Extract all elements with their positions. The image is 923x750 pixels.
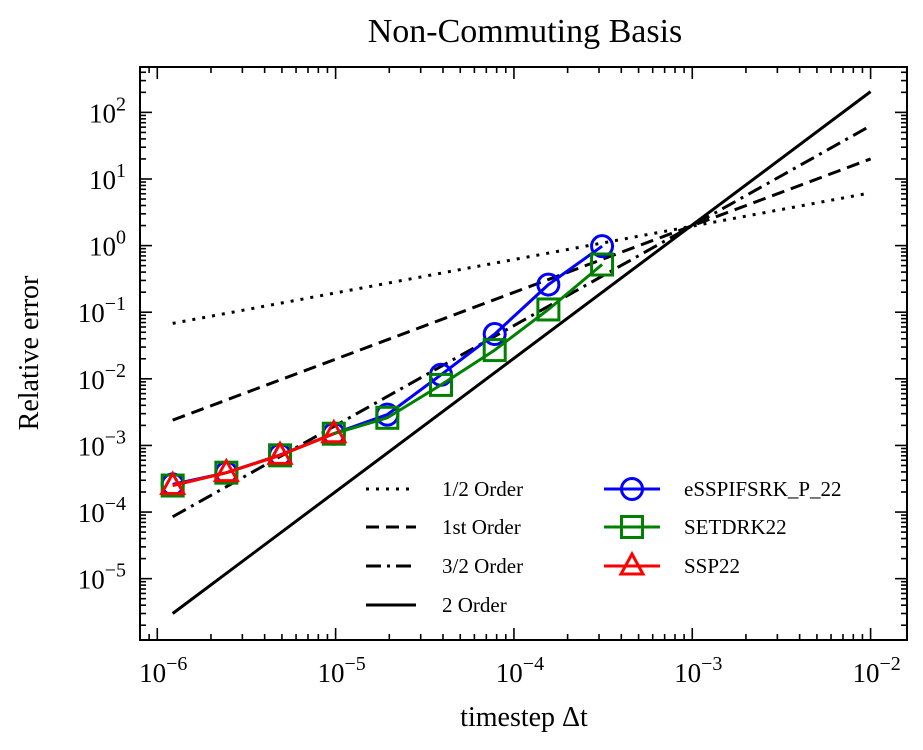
y-tick-label: 102 — [89, 93, 126, 128]
legend-series-label-2: SETDRK22 — [684, 515, 787, 539]
y-tick-label: 10−1 — [78, 293, 126, 328]
legend-series-marker-2 — [620, 515, 644, 539]
y-tick-label-exponent: −5 — [105, 560, 126, 582]
axis-ticks — [139, 67, 907, 640]
series-lines — [159, 234, 615, 498]
legend-series-label-3: SSP22 — [684, 554, 740, 578]
series-3-point — [320, 418, 348, 444]
x-tick-label-base: 10 — [852, 658, 879, 688]
y-tick-label: 10−5 — [78, 560, 126, 595]
x-tick-label-exponent: −2 — [879, 653, 900, 675]
x-tick-label: 10−3 — [674, 653, 722, 688]
x-tick-label-base: 10 — [674, 658, 701, 688]
x-tick-label-exponent: −4 — [523, 653, 544, 675]
x-tick-label: 10−5 — [317, 653, 365, 688]
series-2-point — [482, 338, 507, 363]
legend-series-marker-1 — [620, 477, 644, 501]
y-tick-label: 10−4 — [78, 493, 126, 528]
y-tick-label-exponent: −2 — [105, 360, 126, 382]
y-tick-label-base: 10 — [78, 565, 105, 595]
y-tick-label-base: 10 — [78, 498, 105, 528]
x-tick-label-base: 10 — [496, 658, 523, 688]
y-tick-label: 10−3 — [78, 426, 126, 461]
series-1-point — [590, 234, 615, 259]
y-tick-label-base: 10 — [89, 98, 116, 128]
y-tick-label-exponent: 1 — [116, 160, 126, 182]
x-tick-label: 10−4 — [496, 653, 544, 688]
reference-line-2 — [172, 157, 872, 422]
plot-frame — [139, 66, 908, 641]
x-tick-label: 10−2 — [852, 653, 900, 688]
y-tick-label: 101 — [89, 160, 126, 195]
y-tick-label-exponent: 0 — [116, 227, 126, 249]
y-tick-label-base: 10 — [89, 165, 116, 195]
x-tick-label-exponent: −3 — [701, 653, 722, 675]
series-3-point — [212, 457, 240, 483]
series-3-line — [172, 432, 335, 487]
legend-label-4: 2 Order — [442, 593, 507, 617]
x-tick-label: 10−6 — [139, 653, 187, 688]
legend-series-marker-3 — [618, 550, 646, 576]
series-2-point — [590, 252, 615, 277]
series-3-point — [159, 470, 187, 496]
legend-series-label-1: eSSPIFSRK_P_22 — [684, 477, 842, 501]
y-tick-label-base: 10 — [89, 232, 116, 262]
chart-title: Non-Commuting Basis — [368, 13, 683, 50]
series-1-point — [482, 322, 507, 347]
series-3-point — [266, 440, 294, 465]
legend-label-1: 1/2 Order — [442, 477, 523, 501]
reference-line-4 — [171, 90, 872, 615]
y-tick-label: 100 — [89, 227, 126, 262]
legend-label-3: 3/2 Order — [442, 554, 523, 578]
series-2-point — [536, 297, 561, 322]
y-tick-label-base: 10 — [78, 298, 105, 328]
y-tick-label-base: 10 — [78, 365, 105, 395]
x-tick-label-base: 10 — [317, 658, 344, 688]
legend: 1/2 Order 1st Order 3/2 Order 2 Order eSSPIF… — [366, 477, 842, 617]
x-tick-label-exponent: −6 — [166, 653, 187, 675]
series-2-point — [429, 372, 454, 397]
x-tick-label-exponent: −5 — [344, 653, 365, 675]
legend-label-2: 1st Order — [442, 515, 521, 539]
y-tick-label-base: 10 — [78, 431, 105, 461]
x-axis-label: timestep Δt — [460, 702, 588, 733]
series-1-point — [536, 272, 561, 297]
y-tick-label: 10−2 — [78, 360, 126, 395]
plot-area — [159, 90, 872, 615]
x-tick-label-base: 10 — [139, 658, 166, 688]
y-tick-label-exponent: −3 — [105, 426, 126, 448]
reference-line-1 — [172, 191, 871, 325]
series-3 — [159, 418, 348, 496]
y-axis-label: Relative error — [14, 275, 45, 430]
y-tick-label-exponent: −4 — [105, 493, 126, 515]
axis-tick-labels: 10−6 10−5 10−4 10−3 10−210−510−410−310−210−1… — [78, 93, 901, 688]
y-tick-label-exponent: −1 — [105, 293, 126, 315]
series-2-point — [375, 405, 400, 430]
y-tick-label-exponent: 2 — [116, 93, 126, 115]
